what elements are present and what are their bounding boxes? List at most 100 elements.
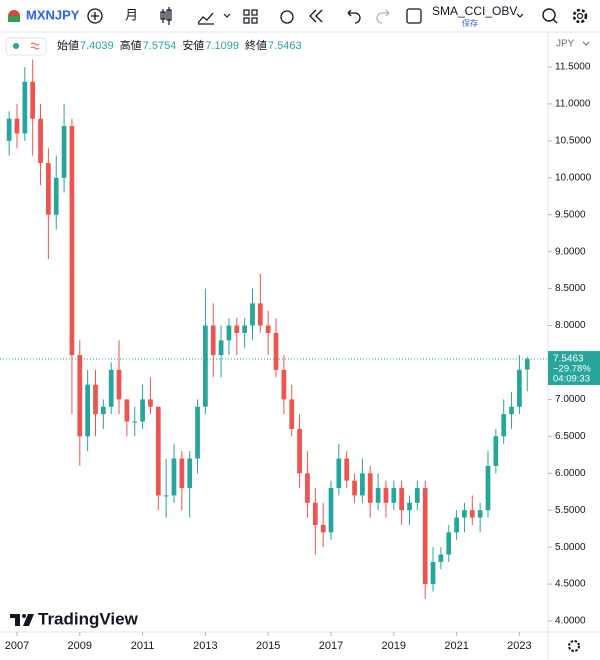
interval[interactable]: 月 xyxy=(125,7,138,22)
candle-body xyxy=(509,406,514,415)
candle-body xyxy=(399,488,404,511)
axis-settings-icon[interactable] xyxy=(568,640,580,652)
y-tick-label: 6.0000 xyxy=(555,468,586,479)
x-tick-label: 2021 xyxy=(444,640,468,652)
ohlc-label: 安値 xyxy=(182,38,204,52)
search-handle xyxy=(552,18,558,24)
candle-body xyxy=(108,369,114,407)
x-tick-label: 2017 xyxy=(319,640,343,652)
candle-body xyxy=(517,369,522,407)
candle-body xyxy=(407,502,412,511)
candle-body xyxy=(140,399,145,422)
x-tick-label: 2013 xyxy=(193,640,217,652)
symbol[interactable]: MXNJPY xyxy=(26,7,80,22)
settings-icon[interactable] xyxy=(572,8,588,24)
candle-body xyxy=(22,81,28,134)
y-tick-label: 11.5000 xyxy=(555,62,591,73)
save-status: 保存 xyxy=(462,18,478,28)
settings-icon-center xyxy=(576,12,584,20)
candle-body xyxy=(100,406,106,415)
candle-body xyxy=(422,488,428,585)
y-tick-label: 11.0000 xyxy=(555,99,591,110)
candle-body xyxy=(69,126,75,356)
chart-type-icon[interactable] xyxy=(160,7,172,25)
templates-icon[interactable] xyxy=(243,9,258,24)
candle-body xyxy=(469,510,475,518)
last-price: 7.5463 xyxy=(553,354,584,365)
candle-body xyxy=(38,118,43,164)
layout-dropdown[interactable] xyxy=(516,13,524,18)
ohlc-value: 7.4039 xyxy=(80,40,114,52)
undo-icon[interactable] xyxy=(347,9,361,24)
redo-icon[interactable] xyxy=(376,9,390,24)
x-tick-label: 2011 xyxy=(131,640,155,652)
candle-body xyxy=(414,488,420,503)
candle-body xyxy=(132,421,138,423)
y-tick-label: 4.5000 xyxy=(555,579,586,590)
x-tick-label: 2007 xyxy=(5,640,29,652)
candle-body xyxy=(430,561,436,585)
x-tick-label: 2019 xyxy=(382,640,406,652)
candle-body xyxy=(265,325,271,333)
candle-body xyxy=(446,532,452,555)
status-dot xyxy=(13,43,19,49)
candle-body xyxy=(360,473,365,496)
layout-name[interactable]: SMA_CCI_OBV xyxy=(432,4,517,18)
y-tick-label: 6.5000 xyxy=(555,431,586,442)
candle-body xyxy=(289,399,295,429)
candle-body xyxy=(77,355,83,437)
add-symbol-plus xyxy=(91,12,99,20)
candle-body xyxy=(438,554,444,562)
flag-icon-lower xyxy=(8,16,20,22)
candle-body xyxy=(336,458,342,489)
candle-body xyxy=(352,480,357,496)
candle-body xyxy=(493,436,499,466)
candle-body xyxy=(148,399,153,407)
y-tick-label: 9.0000 xyxy=(555,246,586,257)
candle-body xyxy=(163,495,169,497)
candle-body xyxy=(6,118,12,141)
candle-body xyxy=(485,465,491,511)
candle-body xyxy=(171,458,177,496)
ohlc-value: 7.1099 xyxy=(205,40,239,52)
legend-badge[interactable] xyxy=(5,37,47,56)
candle-body xyxy=(454,517,459,533)
candle-body xyxy=(257,303,263,326)
candle-body xyxy=(179,458,185,489)
candle-body xyxy=(391,488,397,503)
logo-dot xyxy=(22,614,26,618)
candle-body xyxy=(242,325,247,333)
feed-icon xyxy=(30,42,40,50)
dropdown-icon[interactable] xyxy=(223,13,231,18)
fullscreen-icon[interactable] xyxy=(406,8,422,24)
bar-countdown: 04:09:33 xyxy=(553,374,590,385)
candle-body xyxy=(375,488,381,503)
ohlc-label: 終値 xyxy=(245,38,267,52)
y-tick-label: 7.0000 xyxy=(555,394,586,405)
candle-body xyxy=(328,488,334,533)
candle-body xyxy=(312,502,318,525)
ohlc-label: 高値 xyxy=(120,38,142,52)
replay-icon[interactable] xyxy=(309,9,323,23)
y-tick-label: 4.0000 xyxy=(555,616,586,627)
currency-dropdown[interactable] xyxy=(582,41,590,46)
indicators-icon[interactable] xyxy=(197,12,214,25)
candle-body xyxy=(367,473,373,503)
y-tick-label: 8.5000 xyxy=(555,283,586,294)
candle-body xyxy=(116,369,122,400)
candle-body xyxy=(187,458,193,489)
candle-body xyxy=(250,303,255,326)
y-tick-label: 10.5000 xyxy=(555,136,592,147)
x-tick-label: 2023 xyxy=(507,640,531,652)
add-symbol-icon[interactable] xyxy=(87,8,103,24)
x-tick-label: 2009 xyxy=(68,640,92,652)
ohlc-label: 始値 xyxy=(57,38,79,52)
candle-body xyxy=(477,510,483,518)
candle-body xyxy=(218,340,224,356)
candle-body xyxy=(14,118,20,134)
last-price-badge xyxy=(548,351,600,386)
search-icon[interactable] xyxy=(542,8,556,22)
alert-icon[interactable] xyxy=(280,10,294,24)
ohlc-value: 7.5463 xyxy=(268,40,302,52)
